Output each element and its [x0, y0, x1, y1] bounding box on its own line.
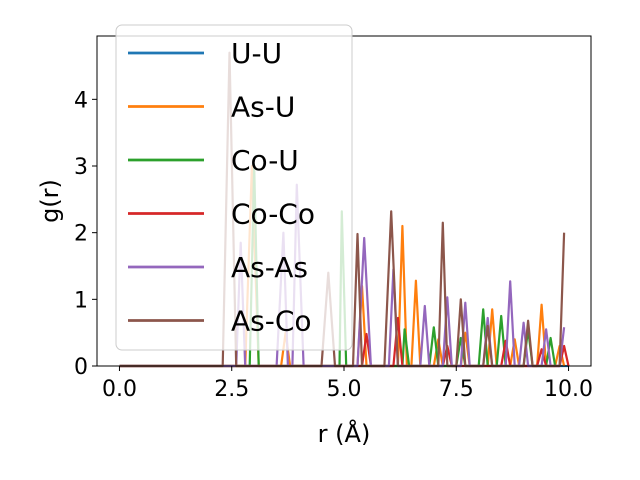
y-tick-label: 3 [74, 155, 88, 180]
legend: U-U As-U Co-U Co-Co As-As As-Co [115, 24, 353, 351]
legend-label: As-Co [231, 305, 312, 338]
y-tick-label: 2 [74, 222, 88, 247]
legend-label: Co-Co [231, 198, 315, 231]
x-tick-label: 10.0 [544, 377, 593, 402]
x-tick-label: 5.0 [327, 377, 362, 402]
legend-label: As-As [231, 251, 308, 284]
y-tick-label: 1 [74, 288, 88, 313]
y-tick-label: 0 [74, 355, 88, 380]
x-tick-label: 7.5 [439, 377, 474, 402]
y-axis-label: g(r) [36, 179, 64, 223]
x-axis-ticks: 0.0 2.5 5.0 7.5 10.0 [102, 366, 593, 402]
x-axis-label: r (Å) [318, 419, 371, 448]
legend-label: Co-U [231, 144, 299, 177]
legend-box [115, 24, 353, 351]
legend-label: As-U [231, 91, 295, 124]
legend-label: U-U [231, 37, 282, 70]
x-tick-label: 2.5 [214, 377, 249, 402]
y-axis-ticks: 0 1 2 3 4 [74, 88, 97, 380]
x-tick-label: 0.0 [102, 377, 137, 402]
y-tick-label: 4 [74, 88, 88, 113]
